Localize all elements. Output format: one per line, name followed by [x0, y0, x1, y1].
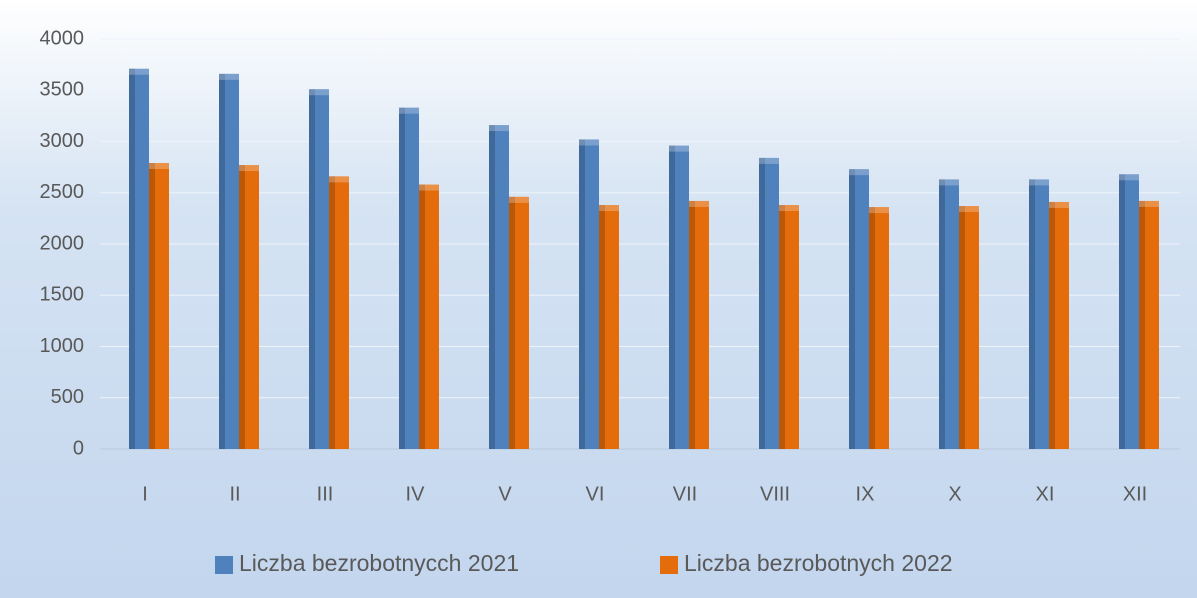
x-tick-label: I: [142, 483, 148, 505]
x-tick-label: IX: [856, 483, 875, 505]
y-tick-label: 500: [51, 386, 84, 408]
bar: [939, 179, 959, 450]
bar-shade: [399, 107, 405, 450]
x-tick-label: VIII: [760, 483, 790, 505]
bar-cap: [959, 206, 979, 213]
bar: [149, 163, 169, 449]
y-tick-label: 3500: [40, 79, 85, 101]
bar-cap: [689, 200, 709, 207]
bar-shade: [489, 125, 495, 449]
bar: [1029, 179, 1049, 450]
bar-cap: [419, 184, 439, 191]
bar-cap: [489, 125, 509, 132]
bar-shade: [779, 205, 785, 449]
legend-label: Liczba bezrobotnych 2022: [684, 550, 953, 576]
bar-cap: [669, 145, 689, 152]
bar: [599, 205, 619, 449]
y-tick-label: 1000: [40, 335, 85, 357]
bar-cap: [309, 89, 329, 96]
x-tick-label: XI: [1036, 483, 1055, 505]
bar: [509, 196, 529, 449]
y-tick-label: 4000: [40, 27, 85, 49]
x-tick-label: IV: [406, 483, 426, 505]
bar-cap: [129, 68, 149, 75]
bar: [329, 176, 349, 449]
bar-shade: [689, 200, 695, 449]
y-tick-label: 2500: [40, 181, 85, 203]
bar-shade: [219, 73, 225, 449]
bar-shade: [959, 206, 965, 449]
bar-cap: [219, 73, 239, 80]
bar-cap: [939, 179, 959, 186]
bar: [219, 73, 239, 449]
bar-cap: [1119, 174, 1139, 181]
bar: [1139, 200, 1159, 449]
x-tick-label: V: [498, 483, 512, 505]
bar: [239, 165, 259, 449]
x-tick-label: X: [948, 483, 961, 505]
bar: [419, 184, 439, 450]
bar-cap: [1029, 179, 1049, 186]
bar-cap: [779, 205, 799, 212]
bar-cap: [239, 165, 259, 172]
bar-shade: [869, 207, 875, 449]
bar-shade: [669, 145, 675, 449]
bar-shade: [509, 196, 515, 449]
bar-shade: [759, 157, 765, 449]
y-tick-label: 0: [73, 437, 84, 459]
x-tick-label: II: [229, 483, 240, 505]
bar-shade: [239, 165, 245, 449]
bar-cap: [869, 207, 889, 214]
x-tick-label: VII: [673, 483, 697, 505]
bar: [489, 125, 509, 449]
bar-shade: [1119, 174, 1125, 450]
bar: [669, 145, 689, 449]
bar: [849, 169, 869, 450]
bar: [689, 200, 709, 449]
bar: [959, 206, 979, 449]
bar-shade: [1139, 200, 1145, 449]
bar: [309, 89, 329, 449]
x-tick-label: III: [317, 483, 334, 505]
bar-cap: [1049, 201, 1069, 208]
bar-cap: [149, 163, 169, 170]
bar-shade: [329, 176, 335, 449]
bar-cap: [509, 196, 529, 203]
x-tick-label: VI: [586, 483, 605, 505]
bar-shade: [939, 179, 945, 450]
bar: [1049, 201, 1069, 449]
bar-shade: [849, 169, 855, 450]
bar-shade: [129, 68, 135, 449]
y-tick-label: 2000: [40, 232, 85, 254]
bar-shade: [419, 184, 425, 450]
bar-cap: [759, 157, 779, 164]
bar: [579, 139, 599, 449]
bar-cap: [579, 139, 599, 146]
bar: [779, 205, 799, 449]
x-tick-label: XII: [1123, 483, 1147, 505]
bar: [399, 107, 419, 450]
bar-cap: [399, 107, 419, 114]
bar-cap: [599, 205, 619, 212]
bar: [869, 207, 889, 449]
bar-shade: [599, 205, 605, 449]
bar-cap: [329, 176, 349, 183]
legend-marker: [215, 556, 233, 574]
bar-cap: [849, 169, 869, 176]
bar: [129, 68, 149, 449]
bar-shade: [1029, 179, 1035, 450]
legend-marker: [660, 556, 678, 574]
bar-shade: [149, 163, 155, 449]
bar-shade: [579, 139, 585, 449]
y-tick-label: 3000: [40, 130, 85, 152]
legend-label: Liczba bezrobotnycch 2021: [239, 550, 519, 576]
bar: [759, 157, 779, 449]
y-tick-label: 1500: [40, 284, 85, 306]
bar-shade: [1049, 201, 1055, 449]
bar-cap: [1139, 200, 1159, 207]
bar: [1119, 174, 1139, 450]
bar-shade: [309, 89, 315, 449]
